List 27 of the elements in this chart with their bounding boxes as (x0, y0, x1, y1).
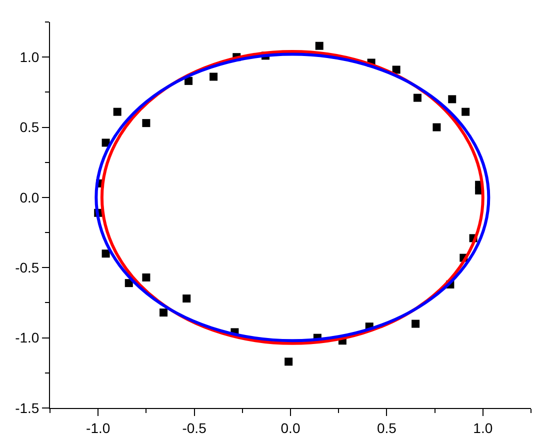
y-tick-label: -1.5 (15, 400, 40, 416)
point (412, 320, 420, 328)
point (182, 294, 191, 303)
point (142, 273, 150, 282)
point (432, 123, 441, 132)
y-tick-label: 0.5 (20, 119, 40, 136)
point (102, 138, 110, 147)
point (392, 66, 400, 74)
point (413, 94, 422, 102)
point (102, 250, 110, 258)
point (284, 358, 293, 366)
y-tick-label: -1.0 (15, 330, 40, 346)
x-tick-label: 0.5 (376, 420, 397, 436)
y-tick-label: 1.0 (20, 48, 40, 65)
point (160, 308, 168, 317)
point (113, 108, 122, 116)
y-tick-label: -0.5 (15, 260, 40, 276)
point (315, 42, 324, 50)
x-tick-label: -1.0 (86, 420, 110, 436)
x-tick-label: -0.5 (182, 420, 207, 436)
x-tick-label: 0.0 (280, 420, 300, 436)
point (210, 72, 218, 81)
point (448, 95, 456, 104)
x-tick-label: 1.0 (473, 420, 493, 436)
y-tick-label: 0.0 (20, 189, 40, 206)
point (142, 119, 150, 128)
point (462, 108, 470, 116)
